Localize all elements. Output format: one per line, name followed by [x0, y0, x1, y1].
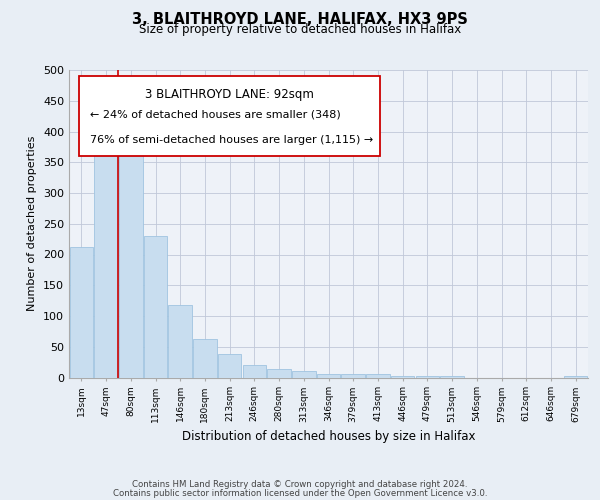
Bar — [317, 374, 340, 378]
Bar — [366, 374, 389, 378]
Text: Contains HM Land Registry data © Crown copyright and database right 2024.: Contains HM Land Registry data © Crown c… — [132, 480, 468, 489]
Bar — [218, 354, 241, 378]
Bar — [70, 246, 93, 378]
Bar — [268, 369, 291, 378]
Bar — [169, 305, 192, 378]
Text: 3, BLAITHROYD LANE, HALIFAX, HX3 9PS: 3, BLAITHROYD LANE, HALIFAX, HX3 9PS — [132, 12, 468, 28]
Bar — [193, 339, 217, 378]
Bar — [391, 376, 415, 378]
Text: Contains public sector information licensed under the Open Government Licence v3: Contains public sector information licen… — [113, 488, 487, 498]
Bar — [144, 236, 167, 378]
Bar — [341, 374, 365, 378]
Bar — [440, 376, 464, 378]
Text: ← 24% of detached houses are smaller (348): ← 24% of detached houses are smaller (34… — [90, 110, 341, 120]
Bar — [242, 364, 266, 378]
Text: 76% of semi-detached houses are larger (1,115) →: 76% of semi-detached houses are larger (… — [90, 134, 373, 144]
Bar — [119, 151, 143, 378]
Text: Size of property relative to detached houses in Halifax: Size of property relative to detached ho… — [139, 22, 461, 36]
Bar — [564, 376, 587, 378]
Bar — [94, 130, 118, 378]
Bar — [416, 376, 439, 378]
X-axis label: Distribution of detached houses by size in Halifax: Distribution of detached houses by size … — [182, 430, 475, 443]
Y-axis label: Number of detached properties: Number of detached properties — [28, 136, 37, 312]
Bar — [292, 372, 316, 378]
Text: 3 BLAITHROYD LANE: 92sqm: 3 BLAITHROYD LANE: 92sqm — [145, 88, 314, 102]
FancyBboxPatch shape — [79, 76, 380, 156]
